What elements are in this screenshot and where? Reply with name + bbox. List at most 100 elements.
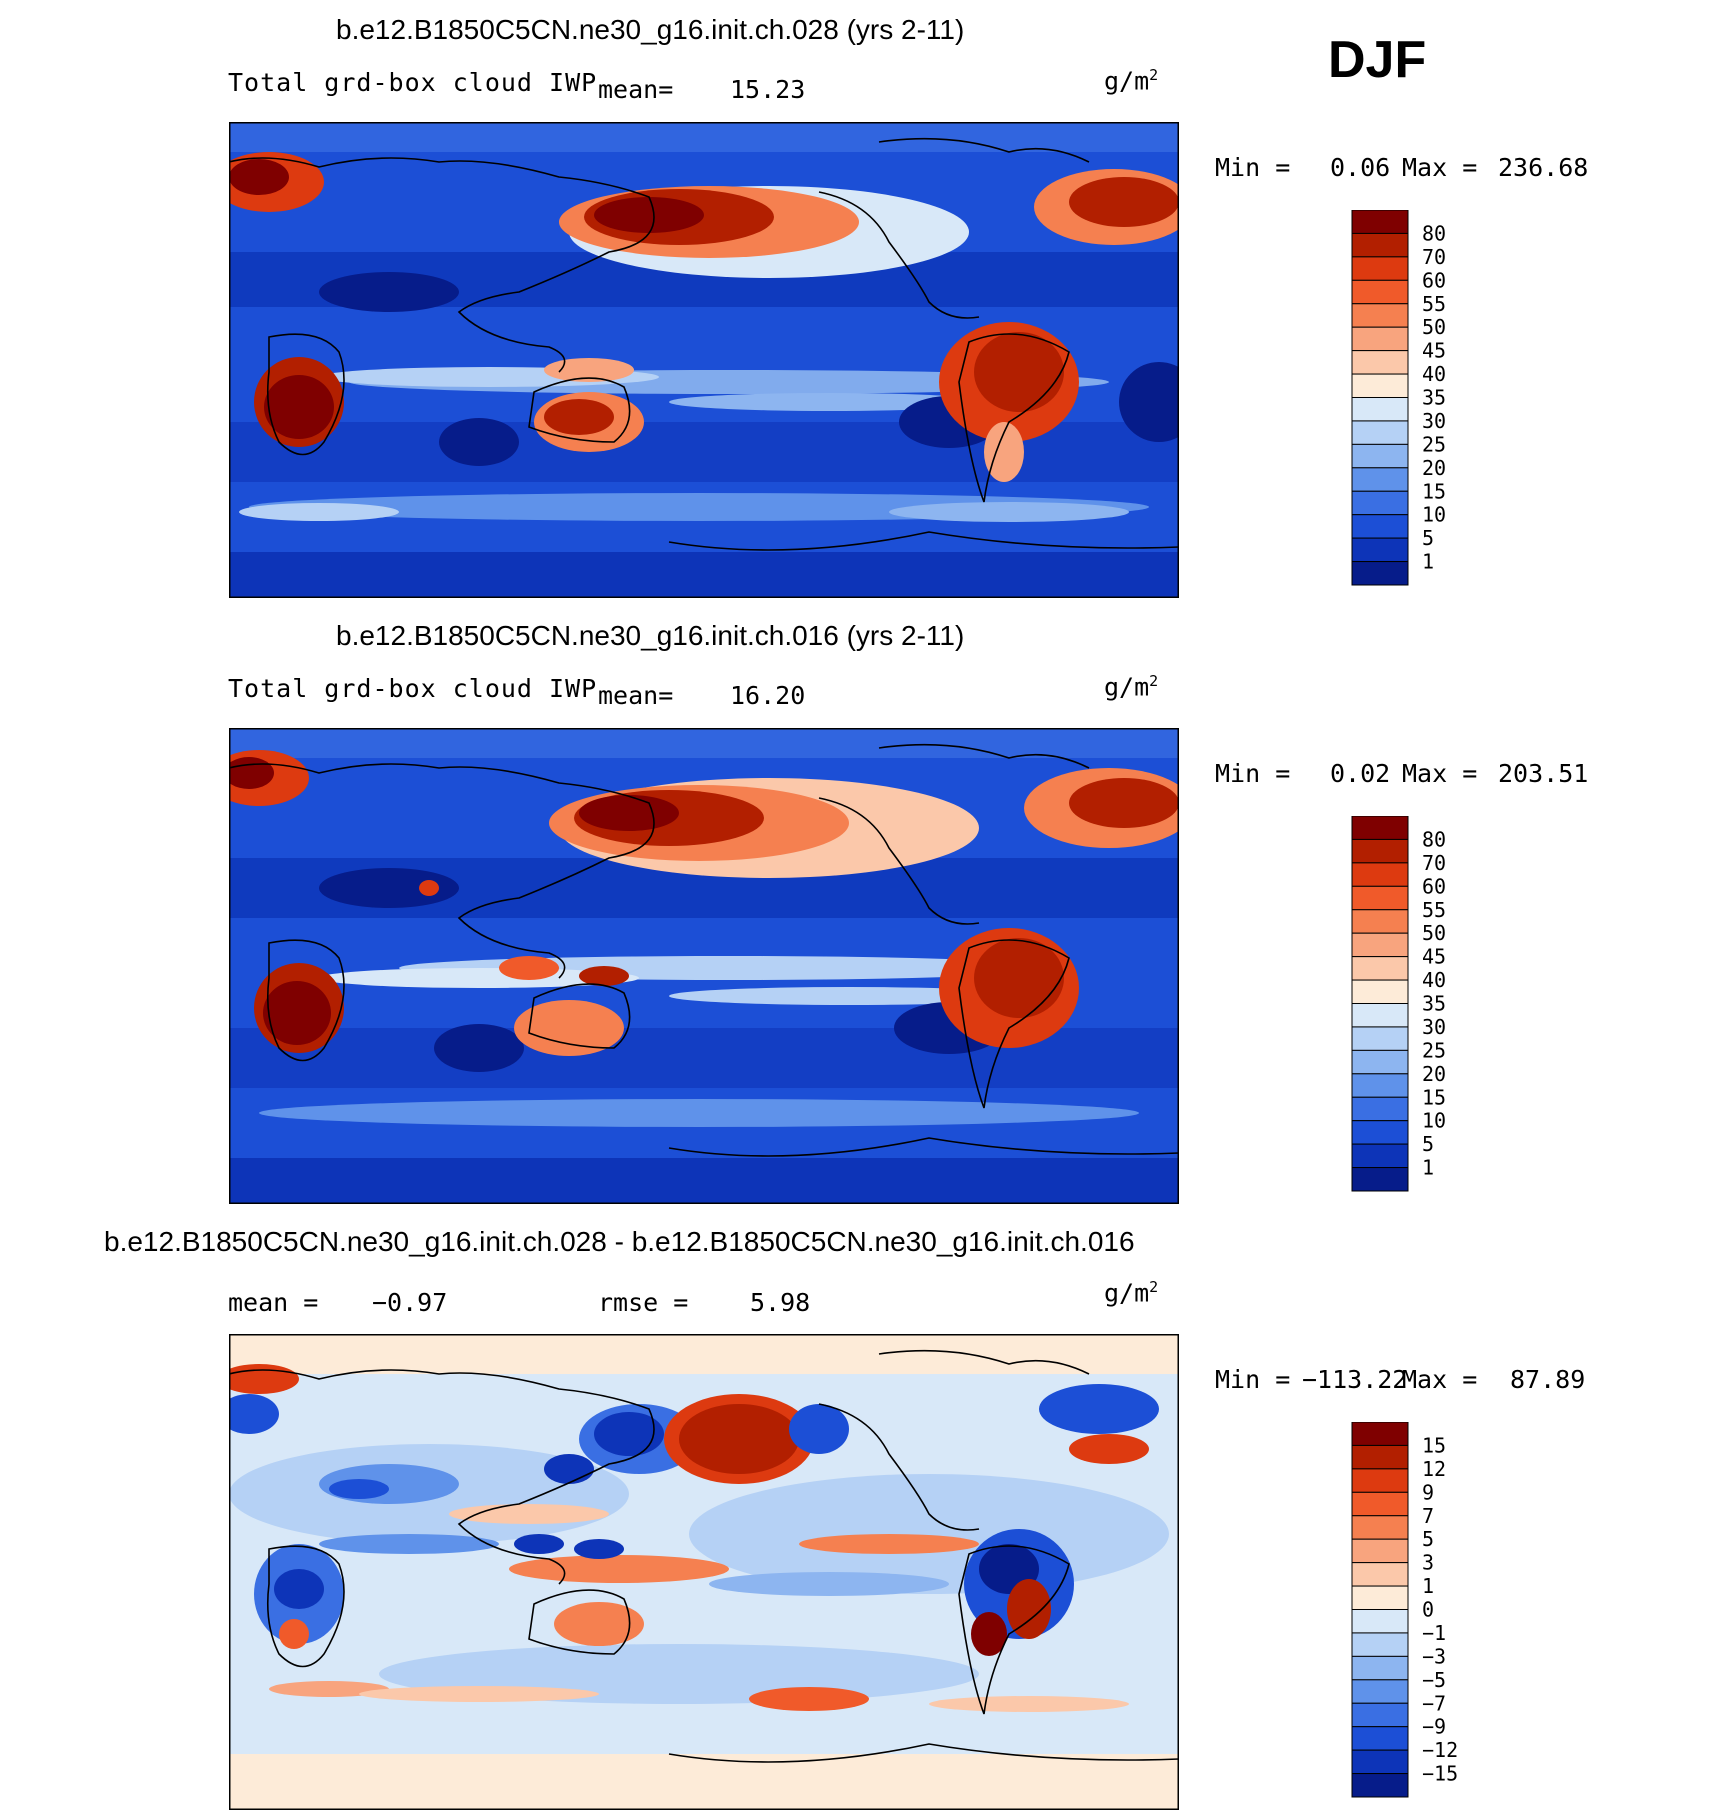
colorbar-swatch — [1352, 839, 1408, 862]
colorbar-tick-label: 9 — [1422, 1480, 1434, 1504]
colorbar-tick-label: 1 — [1422, 1574, 1434, 1598]
colorbar-tick-label: 5 — [1422, 1132, 1434, 1156]
panel1-units: g/m2 — [1104, 66, 1158, 95]
colorbar-swatch — [1352, 280, 1408, 303]
colorbar-swatch — [1352, 1610, 1408, 1633]
colorbar-swatch — [1352, 1074, 1408, 1097]
panel1-map — [229, 122, 1179, 598]
panel3-map — [229, 1334, 1179, 1810]
colorbar-swatch — [1352, 886, 1408, 909]
colorbar-swatch — [1352, 327, 1408, 350]
colorbar-swatch — [1352, 444, 1408, 467]
colorbar-swatch — [1352, 1144, 1408, 1167]
colorbar-swatch — [1352, 1469, 1408, 1492]
colorbar-tick-label: 15 — [1422, 479, 1446, 503]
panel2-mean-label: mean= — [598, 681, 673, 710]
season-label: DJF — [1328, 30, 1426, 90]
colorbar-swatch — [1352, 1703, 1408, 1726]
colorbar-swatch — [1352, 1680, 1408, 1703]
colorbar-tick-label: 3 — [1422, 1551, 1434, 1575]
colorbar-tick-label: −1 — [1422, 1621, 1446, 1645]
panel3-min-value: −113.22 — [1302, 1365, 1407, 1394]
colorbar-tick-label: 55 — [1422, 292, 1446, 316]
panel3-units: g/m2 — [1104, 1278, 1158, 1307]
colorbar-tick-label: 35 — [1422, 992, 1446, 1016]
colorbar-swatch — [1352, 1727, 1408, 1750]
colorbar-tick-label: 10 — [1422, 1109, 1446, 1133]
colorbar-swatch — [1352, 980, 1408, 1003]
colorbar-swatch — [1352, 863, 1408, 886]
colorbar-swatch — [1352, 1050, 1408, 1073]
panel2-units: g/m2 — [1104, 672, 1158, 701]
colorbar-tick-label: 80 — [1422, 827, 1446, 851]
colorbar-tick-label: 60 — [1422, 874, 1446, 898]
colorbar-tick-label: 20 — [1422, 1062, 1446, 1086]
panel2-title: b.e12.B1850C5CN.ne30_g16.init.ch.016 (yr… — [336, 620, 964, 652]
colorbar-swatch — [1352, 421, 1408, 444]
panel3-title: b.e12.B1850C5CN.ne30_g16.init.ch.028 - b… — [104, 1226, 1135, 1258]
colorbar-tick-label: 80 — [1422, 221, 1446, 245]
colorbar-tick-label: 50 — [1422, 315, 1446, 339]
colorbar-tick-label: 30 — [1422, 409, 1446, 433]
panel2-max-value: 203.51 — [1498, 759, 1588, 788]
colorbar-swatch — [1352, 910, 1408, 933]
panel1-min-label: Min = — [1215, 153, 1290, 182]
colorbar-tick-label: 5 — [1422, 1527, 1434, 1551]
panel3-max-value: 87.89 — [1510, 1365, 1585, 1394]
panel1-mean-value: 15.23 — [730, 75, 805, 104]
panel3-mean-label: mean = — [228, 1288, 318, 1317]
colorbar-tick-label: −12 — [1422, 1738, 1458, 1762]
colorbar-swatch — [1352, 210, 1408, 233]
panel2-variable: Total grd-box cloud IWP — [228, 674, 597, 703]
colorbar-tick-label: 25 — [1422, 432, 1446, 456]
colorbar-tick-label: 60 — [1422, 268, 1446, 292]
colorbar-tick-label: 0 — [1422, 1598, 1434, 1622]
panel1-mean-label: mean= — [598, 75, 673, 104]
colorbar-tick-label: 40 — [1422, 362, 1446, 386]
colorbar-tick-label: 25 — [1422, 1038, 1446, 1062]
panel2-min-value: 0.02 — [1330, 759, 1390, 788]
panel2-map — [229, 728, 1179, 1204]
panel1-title: b.e12.B1850C5CN.ne30_g16.init.ch.028 (yr… — [336, 14, 964, 46]
colorbar-swatch — [1352, 1774, 1408, 1797]
colorbar-tick-label: −15 — [1422, 1762, 1458, 1786]
colorbar-tick-label: −3 — [1422, 1644, 1446, 1668]
colorbar-swatch — [1352, 257, 1408, 280]
colorbar-tick-label: 70 — [1422, 851, 1446, 875]
panel3-rmse-value: 5.98 — [750, 1288, 810, 1317]
colorbar-tick-label: 15 — [1422, 1433, 1446, 1457]
panel1-max-value: 236.68 — [1498, 153, 1588, 182]
colorbar-swatch — [1352, 1492, 1408, 1515]
colorbar-swatch — [1352, 1445, 1408, 1468]
panel3-mean-value: −0.97 — [372, 1288, 447, 1317]
colorbar-swatch — [1352, 468, 1408, 491]
colorbar-swatch — [1352, 1516, 1408, 1539]
colorbar-tick-label: 70 — [1422, 245, 1446, 269]
colorbar-swatch — [1352, 1750, 1408, 1773]
panel1-min-value: 0.06 — [1330, 153, 1390, 182]
colorbar-tick-label: 20 — [1422, 456, 1446, 480]
colorbar-swatch — [1352, 233, 1408, 256]
colorbar-tick-label: −5 — [1422, 1668, 1446, 1692]
colorbar-swatch — [1352, 398, 1408, 421]
colorbar-tick-label: 55 — [1422, 898, 1446, 922]
panel3-min-label: Min = — [1215, 1365, 1290, 1394]
colorbar-swatch — [1352, 1586, 1408, 1609]
colorbar-swatch — [1352, 304, 1408, 327]
colorbar-tick-label: 40 — [1422, 968, 1446, 992]
colorbar-swatch — [1352, 491, 1408, 514]
colorbar-swatch — [1352, 1563, 1408, 1586]
colorbar-swatch — [1352, 933, 1408, 956]
colorbar-tick-label: 15 — [1422, 1085, 1446, 1109]
colorbar-tick-label: 45 — [1422, 945, 1446, 969]
panel3-max-label: Max = — [1402, 1365, 1477, 1394]
colorbar-swatch — [1352, 562, 1408, 585]
colorbar-tick-label: 1 — [1422, 550, 1434, 574]
colorbar-swatch — [1352, 1422, 1408, 1445]
colorbar-swatch — [1352, 351, 1408, 374]
colorbar-tick-label: 5 — [1422, 526, 1434, 550]
colorbar-tick-label: 50 — [1422, 921, 1446, 945]
